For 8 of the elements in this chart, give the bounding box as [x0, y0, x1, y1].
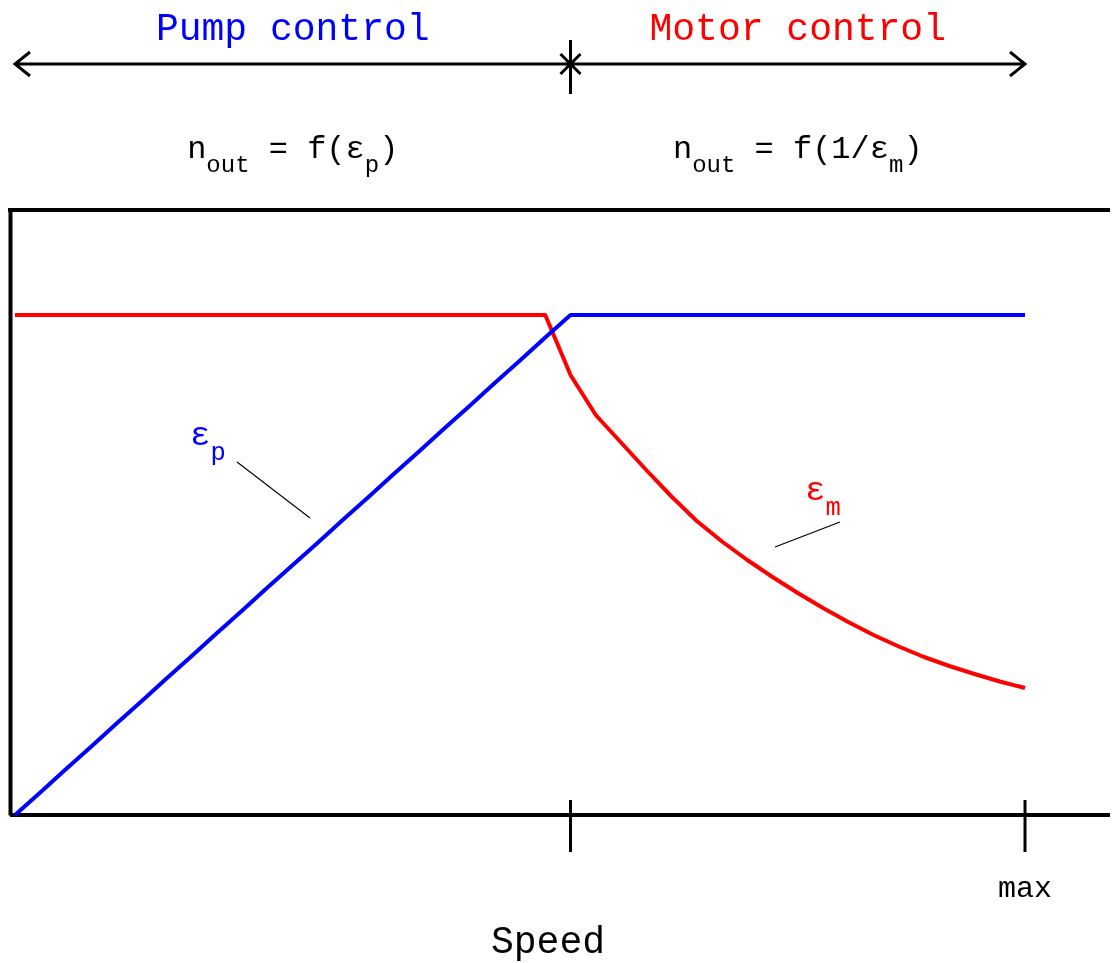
x-axis-title: Speed [490, 921, 606, 963]
text: Motor control [649, 8, 946, 51]
text: max [997, 872, 1053, 906]
text: n$_{out}$ = f(ε$_{p}$) [187, 131, 399, 179]
series-label: ε$_{m}$ [805, 472, 841, 523]
text: ε$_{p}$ [190, 417, 226, 468]
text: Pump control [155, 8, 430, 51]
text: n$_{out}$ = f(1/ε$_{m}$) [672, 131, 923, 179]
